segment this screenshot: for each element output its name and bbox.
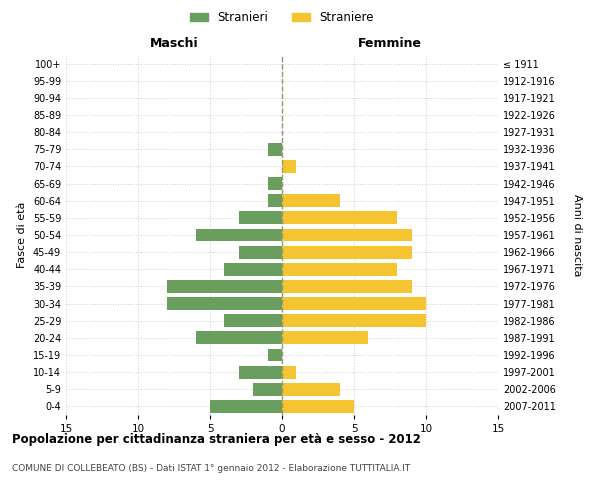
Bar — [282, 383, 340, 396]
Bar — [268, 194, 282, 207]
Bar — [268, 348, 282, 362]
Bar — [282, 400, 354, 413]
Bar — [282, 280, 412, 293]
Bar — [268, 177, 282, 190]
Bar — [282, 194, 340, 207]
Bar — [167, 280, 282, 293]
Y-axis label: Anni di nascita: Anni di nascita — [572, 194, 583, 276]
Bar — [282, 263, 397, 276]
Bar — [282, 212, 397, 224]
Bar — [253, 383, 282, 396]
Bar — [282, 332, 368, 344]
Bar — [224, 314, 282, 327]
Bar — [282, 228, 412, 241]
Bar — [282, 160, 296, 173]
Bar — [239, 212, 282, 224]
Legend: Stranieri, Straniere: Stranieri, Straniere — [190, 11, 374, 24]
Bar — [239, 366, 282, 378]
Text: COMUNE DI COLLEBEATO (BS) - Dati ISTAT 1° gennaio 2012 - Elaborazione TUTTITALIA: COMUNE DI COLLEBEATO (BS) - Dati ISTAT 1… — [12, 464, 410, 473]
Bar — [196, 332, 282, 344]
Text: Popolazione per cittadinanza straniera per età e sesso - 2012: Popolazione per cittadinanza straniera p… — [12, 432, 421, 446]
Bar — [282, 297, 426, 310]
Bar — [167, 297, 282, 310]
Y-axis label: Fasce di età: Fasce di età — [17, 202, 27, 268]
Bar — [282, 366, 296, 378]
Bar — [239, 246, 282, 258]
Bar — [196, 228, 282, 241]
Bar — [268, 143, 282, 156]
Bar — [210, 400, 282, 413]
Bar — [282, 314, 426, 327]
Bar — [224, 263, 282, 276]
Bar — [282, 246, 412, 258]
